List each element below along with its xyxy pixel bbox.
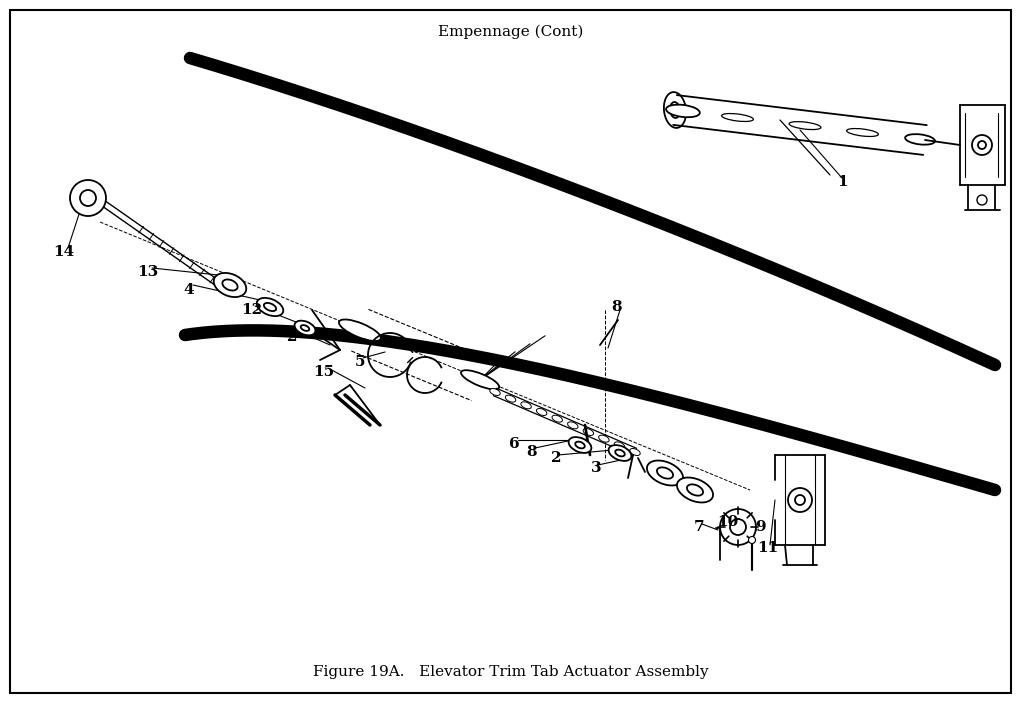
Text: 7: 7	[693, 520, 704, 534]
Ellipse shape	[301, 325, 309, 331]
Ellipse shape	[609, 445, 631, 461]
Text: 8: 8	[612, 300, 623, 314]
Ellipse shape	[294, 321, 315, 335]
Ellipse shape	[536, 408, 547, 415]
Ellipse shape	[687, 484, 703, 496]
Ellipse shape	[552, 415, 563, 422]
Ellipse shape	[568, 422, 578, 429]
Ellipse shape	[490, 389, 500, 396]
Ellipse shape	[339, 319, 381, 341]
Circle shape	[730, 519, 746, 535]
Ellipse shape	[213, 273, 246, 297]
Ellipse shape	[521, 402, 531, 409]
Circle shape	[720, 509, 756, 545]
Ellipse shape	[263, 303, 276, 311]
Text: 6: 6	[508, 437, 520, 451]
Ellipse shape	[677, 477, 713, 503]
Text: 12: 12	[241, 303, 262, 317]
Circle shape	[977, 195, 987, 205]
Circle shape	[70, 180, 106, 216]
Ellipse shape	[664, 92, 686, 128]
Text: 10: 10	[718, 515, 738, 529]
Text: 2: 2	[550, 451, 562, 465]
Text: 1: 1	[836, 175, 847, 189]
Circle shape	[972, 135, 992, 155]
Ellipse shape	[616, 450, 625, 456]
Text: 9: 9	[755, 520, 766, 534]
Ellipse shape	[789, 122, 821, 129]
Ellipse shape	[657, 467, 673, 479]
Ellipse shape	[906, 134, 935, 145]
Circle shape	[795, 495, 805, 505]
Text: 11: 11	[758, 541, 779, 555]
Text: 4: 4	[184, 283, 194, 297]
Ellipse shape	[569, 437, 591, 453]
Text: Empennage (Cont): Empennage (Cont)	[438, 25, 584, 39]
Ellipse shape	[666, 105, 699, 117]
Text: 15: 15	[313, 365, 335, 379]
Ellipse shape	[256, 298, 283, 316]
Text: 3: 3	[591, 461, 601, 475]
Ellipse shape	[630, 449, 640, 456]
Circle shape	[788, 488, 812, 512]
Ellipse shape	[598, 435, 610, 442]
Text: 13: 13	[138, 265, 158, 279]
Ellipse shape	[583, 429, 593, 435]
Text: Figure 19A.   Elevator Trim Tab Actuator Assembly: Figure 19A. Elevator Trim Tab Actuator A…	[313, 665, 709, 679]
Text: 14: 14	[53, 245, 75, 259]
Ellipse shape	[223, 280, 238, 290]
Text: 8: 8	[527, 445, 537, 459]
Ellipse shape	[575, 441, 585, 449]
Ellipse shape	[722, 114, 753, 122]
Text: 5: 5	[354, 355, 366, 369]
Ellipse shape	[647, 460, 683, 486]
Circle shape	[978, 141, 986, 149]
Ellipse shape	[748, 536, 756, 543]
Ellipse shape	[846, 129, 878, 136]
Ellipse shape	[670, 102, 680, 118]
Text: 2: 2	[287, 330, 297, 344]
Ellipse shape	[615, 442, 625, 449]
Ellipse shape	[461, 370, 499, 389]
Ellipse shape	[505, 395, 516, 402]
Circle shape	[80, 190, 96, 206]
